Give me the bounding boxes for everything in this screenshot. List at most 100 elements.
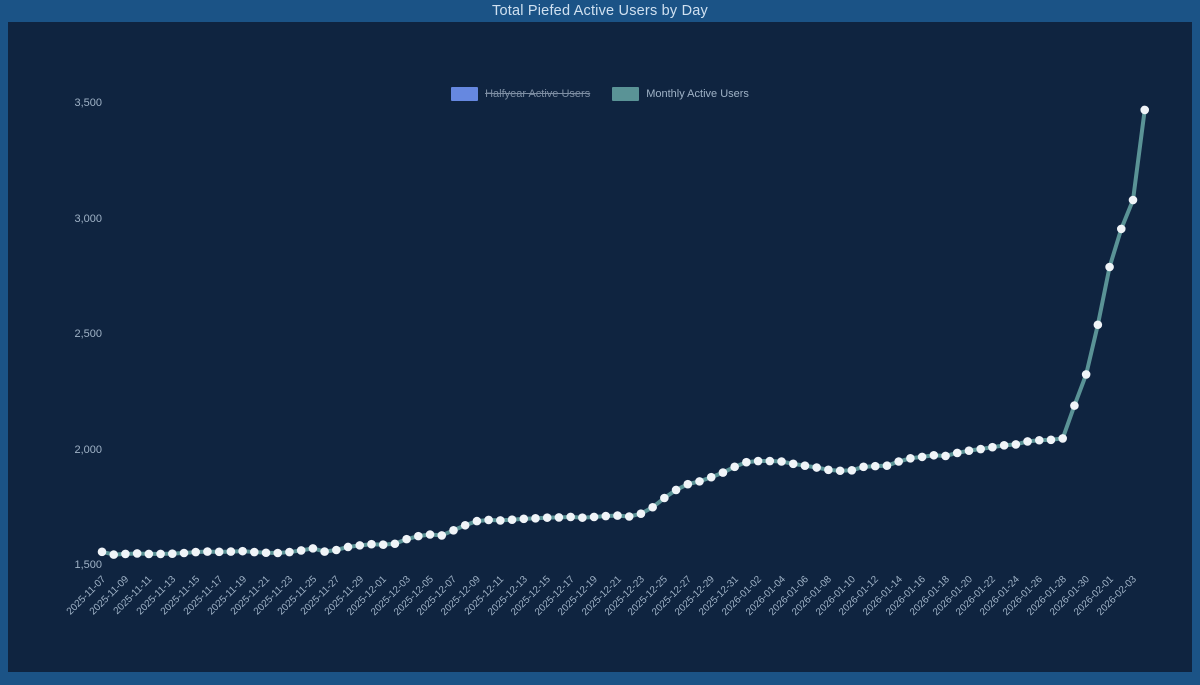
data-point-marker[interactable] xyxy=(144,549,154,559)
data-point-marker[interactable] xyxy=(332,545,341,555)
data-point-marker[interactable] xyxy=(894,457,903,466)
data-point-marker[interactable] xyxy=(870,461,880,471)
data-point-marker[interactable] xyxy=(636,509,646,519)
data-point-marker[interactable] xyxy=(742,457,751,467)
data-point-marker[interactable] xyxy=(765,456,775,466)
data-point-marker[interactable] xyxy=(624,512,634,521)
data-point-marker[interactable] xyxy=(402,534,411,544)
data-point-marker[interactable] xyxy=(320,547,329,556)
data-point-marker[interactable] xyxy=(718,468,728,477)
data-point-marker[interactable] xyxy=(788,459,798,469)
data-point-marker[interactable] xyxy=(601,511,611,521)
data-point-marker[interactable] xyxy=(964,446,974,455)
data-point-marker[interactable] xyxy=(390,539,400,549)
data-point-marker[interactable] xyxy=(917,452,927,462)
data-point-marker[interactable] xyxy=(496,516,505,525)
data-point-marker[interactable] xyxy=(238,546,247,556)
y-axis-tick-label: 1,500 xyxy=(74,559,102,571)
data-point-marker[interactable] xyxy=(1140,105,1150,115)
data-point-marker[interactable] xyxy=(156,549,165,559)
data-point-marker[interactable] xyxy=(648,502,657,512)
data-point-marker[interactable] xyxy=(730,462,739,472)
data-point-marker[interactable] xyxy=(414,531,423,541)
data-point-marker[interactable] xyxy=(214,547,224,557)
data-point-marker[interactable] xyxy=(824,465,833,475)
data-point-marker[interactable] xyxy=(542,513,552,522)
data-point-marker[interactable] xyxy=(519,514,529,524)
data-point-marker[interactable] xyxy=(121,549,130,559)
data-point-marker[interactable] xyxy=(613,511,622,520)
data-point-marker[interactable] xyxy=(449,526,458,535)
data-point-marker[interactable] xyxy=(976,444,985,454)
data-point-marker[interactable] xyxy=(97,547,107,557)
data-point-marker[interactable] xyxy=(671,485,681,495)
data-point-marker[interactable] xyxy=(906,453,915,463)
data-point-marker[interactable] xyxy=(1058,434,1067,443)
data-point-marker[interactable] xyxy=(203,547,212,556)
data-point-marker[interactable] xyxy=(1116,224,1126,234)
data-point-marker[interactable] xyxy=(1034,435,1044,445)
data-point-marker[interactable] xyxy=(472,516,482,526)
data-point-marker[interactable] xyxy=(1070,401,1079,410)
data-point-marker[interactable] xyxy=(296,546,306,555)
data-point-marker[interactable] xyxy=(1128,195,1138,205)
data-point-marker[interactable] xyxy=(578,513,587,522)
data-point-marker[interactable] xyxy=(1011,440,1021,449)
data-point-marker[interactable] xyxy=(1046,435,1056,445)
data-point-marker[interactable] xyxy=(531,514,540,523)
data-point-marker[interactable] xyxy=(250,547,259,557)
data-point-marker[interactable] xyxy=(437,531,447,540)
data-point-marker[interactable] xyxy=(847,465,857,475)
data-point-marker[interactable] xyxy=(378,540,388,549)
data-point-marker[interactable] xyxy=(706,472,716,482)
legend-item-halfyear[interactable]: Halfyear Active Users xyxy=(451,87,590,101)
chart-plot-area xyxy=(97,105,1150,559)
data-point-marker[interactable] xyxy=(695,477,704,486)
data-point-marker[interactable] xyxy=(484,515,493,525)
data-point-marker[interactable] xyxy=(589,512,599,522)
data-point-marker[interactable] xyxy=(355,541,365,550)
data-point-marker[interactable] xyxy=(343,542,353,552)
data-point-marker[interactable] xyxy=(660,493,669,503)
data-point-marker[interactable] xyxy=(566,512,575,522)
data-point-marker[interactable] xyxy=(929,450,939,460)
legend-item-monthly[interactable]: Monthly Active Users xyxy=(612,87,749,101)
data-point-marker[interactable] xyxy=(261,548,271,558)
y-axis-tick-label: 2,500 xyxy=(74,328,102,340)
chart-legend: Halfyear Active Users Monthly Active User… xyxy=(8,84,1192,104)
data-point-marker[interactable] xyxy=(941,451,950,461)
data-point-marker[interactable] xyxy=(1081,370,1091,379)
data-point-marker[interactable] xyxy=(460,520,470,530)
data-point-marker[interactable] xyxy=(168,549,177,558)
data-point-marker[interactable] xyxy=(308,544,318,553)
data-point-marker[interactable] xyxy=(226,547,236,556)
data-point-marker[interactable] xyxy=(859,462,868,472)
data-point-marker[interactable] xyxy=(952,448,962,458)
data-point-marker[interactable] xyxy=(683,479,693,489)
data-point-marker[interactable] xyxy=(425,530,435,539)
data-point-marker[interactable] xyxy=(285,547,294,557)
data-point-marker[interactable] xyxy=(367,539,376,549)
data-point-marker[interactable] xyxy=(132,549,142,558)
data-point-marker[interactable] xyxy=(554,513,564,522)
data-point-marker[interactable] xyxy=(753,456,763,466)
data-point-marker[interactable] xyxy=(812,463,821,472)
data-point-marker[interactable] xyxy=(109,550,119,559)
data-point-marker[interactable] xyxy=(999,441,1009,450)
data-point-marker[interactable] xyxy=(191,547,201,557)
legend-swatch-icon xyxy=(612,87,640,101)
data-point-marker[interactable] xyxy=(1023,437,1032,446)
data-point-marker[interactable] xyxy=(179,548,189,558)
data-point-marker[interactable] xyxy=(273,548,283,558)
data-point-marker[interactable] xyxy=(988,442,997,452)
x-axis: 2025-11-07 2025-11-09 2025-11-11 2025-11-13… xyxy=(8,22,1192,672)
y-axis-tick-label: 2,000 xyxy=(74,443,102,456)
data-point-marker[interactable] xyxy=(800,461,810,470)
data-point-marker[interactable] xyxy=(1093,320,1103,330)
data-point-marker[interactable] xyxy=(507,515,517,525)
data-point-marker[interactable] xyxy=(882,461,892,470)
data-point-marker[interactable] xyxy=(1105,262,1114,272)
data-point-marker[interactable] xyxy=(835,466,845,476)
data-point-marker[interactable] xyxy=(777,457,786,466)
